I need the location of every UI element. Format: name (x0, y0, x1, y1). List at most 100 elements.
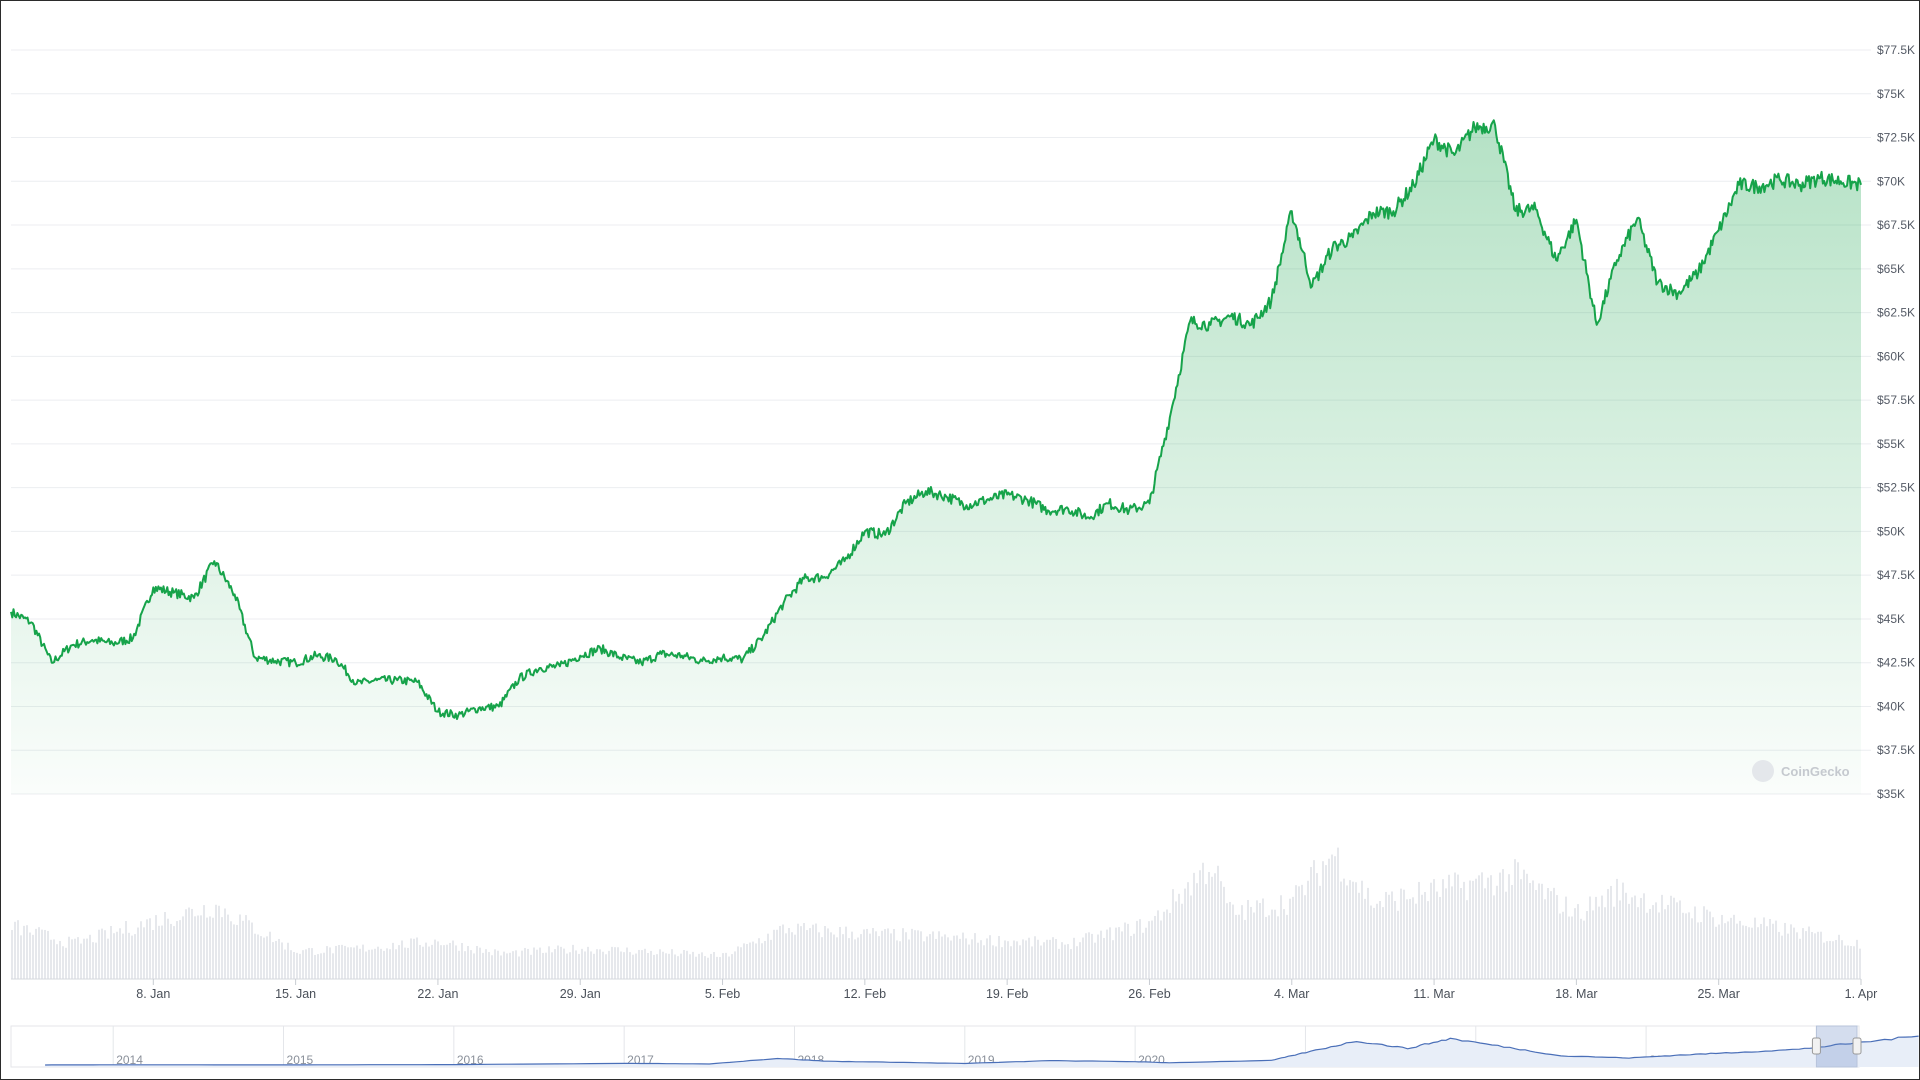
volume-bar (1172, 889, 1174, 979)
volume-bar (239, 914, 241, 979)
volume-bar (512, 951, 514, 979)
volume-bar (1643, 893, 1645, 979)
volume-bar (1745, 925, 1747, 979)
volume-bar (1514, 859, 1516, 979)
volume-bar (572, 944, 574, 979)
volume-bar (1820, 931, 1822, 979)
volume-bar (935, 938, 937, 979)
volume-bar (1562, 911, 1564, 979)
volume-bar (1565, 896, 1567, 979)
volume-bar (1196, 883, 1198, 979)
volume-bar (1814, 933, 1816, 979)
volume-bar (497, 950, 499, 979)
volume-bar (380, 948, 382, 979)
volume-bar (668, 953, 670, 979)
volume-bar (152, 930, 154, 979)
volume-bar (1541, 883, 1543, 979)
volume-bar (302, 950, 304, 979)
volume-bar (974, 933, 976, 979)
volume-bar (746, 944, 748, 979)
volume-bar (1370, 905, 1372, 979)
volume-bar (722, 953, 724, 979)
volume-bar (923, 941, 925, 979)
volume-bar (1517, 862, 1519, 979)
volume-bar (464, 951, 466, 979)
volume-bar (251, 922, 253, 979)
volume-bar (1004, 940, 1006, 979)
volume-bar (1775, 920, 1777, 979)
volume-bar (959, 938, 961, 979)
volume-bar (827, 928, 829, 979)
volume-bar (1013, 940, 1015, 979)
volume-bar (1793, 927, 1795, 979)
volume-bar (1007, 941, 1009, 979)
volume-bar (1106, 929, 1108, 979)
volume-bar (767, 933, 769, 979)
volume-bar (1475, 878, 1477, 979)
volume-bar (1841, 940, 1843, 979)
navigator-handle[interactable] (1852, 1037, 1862, 1055)
volume-bar (1589, 896, 1591, 979)
volume-bar (599, 949, 601, 979)
volume-bar (869, 933, 871, 979)
volume-bar (263, 937, 265, 979)
volume-bar (509, 952, 511, 979)
volume-bar (686, 950, 688, 979)
price-plot-area[interactable] (10, 119, 1862, 795)
volume-bar (1397, 910, 1399, 979)
volume-bar (1595, 896, 1597, 979)
volume-bar (1817, 931, 1819, 979)
volume-bar (11, 930, 13, 979)
volume-bar (1658, 912, 1660, 979)
volume-bar (1265, 916, 1267, 979)
volume-bar (1385, 891, 1387, 979)
volume-bar (1052, 937, 1054, 979)
volume-bar (401, 940, 403, 979)
volume-bar (1373, 907, 1375, 979)
volume-bar (1100, 930, 1102, 979)
volume-bar (1619, 900, 1621, 979)
price-line[interactable] (10, 119, 1862, 720)
volume-bar (350, 947, 352, 979)
volume-bar (839, 927, 841, 979)
volume-bar (503, 951, 505, 979)
navigator-handle[interactable] (1811, 1037, 1821, 1055)
volume-bar (419, 944, 421, 979)
volume-bar (95, 942, 97, 979)
volume-bar (494, 949, 496, 979)
volume-bar (773, 929, 775, 979)
volume-bar (470, 950, 472, 979)
volume-bar (1649, 908, 1651, 979)
volume-bar (605, 954, 607, 979)
volume-bar (719, 957, 721, 979)
volume-bar (425, 942, 427, 979)
volume-bar (272, 942, 274, 979)
volume-bar (1421, 894, 1423, 979)
volume-bar (287, 942, 289, 979)
volume-bar (1550, 891, 1552, 979)
volume-bar (1499, 872, 1501, 979)
volume-bar (323, 952, 325, 979)
range-navigator[interactable]: 2014201520162017201820192020202120222023… (10, 1025, 1919, 1068)
volume-bar (593, 953, 595, 979)
y-tick-label: $70K (1877, 174, 1905, 188)
volume-bar (545, 952, 547, 979)
volume-bar (884, 929, 886, 979)
navigator-selected-range[interactable] (1815, 1025, 1858, 1068)
volume-bar (659, 949, 661, 979)
volume-bar (1772, 923, 1774, 979)
x-tick-label: 4. Mar (1274, 987, 1309, 1001)
volume-bar (815, 923, 817, 979)
x-tick-label: 8. Jan (136, 987, 170, 1001)
volume-bar (1703, 906, 1705, 979)
volume-bar (1307, 880, 1309, 979)
volume-bar (1319, 885, 1321, 979)
navigator-area (45, 1036, 1919, 1067)
volume-bar (794, 934, 796, 979)
volume-bar (566, 953, 568, 979)
volume-bar (1205, 884, 1207, 979)
volume-bar (1391, 891, 1393, 979)
volume-bar (1715, 926, 1717, 979)
